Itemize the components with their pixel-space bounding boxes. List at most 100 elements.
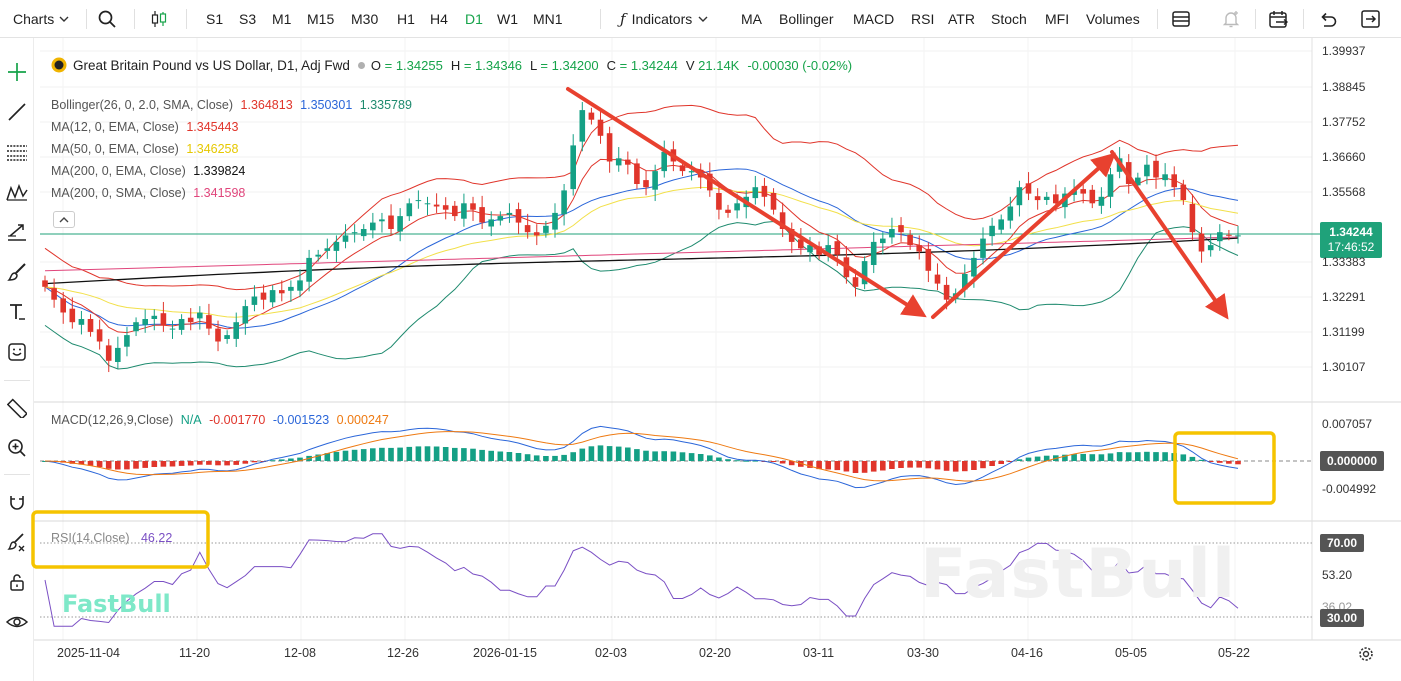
legend-label: MA(200, 0, SMA, Close) bbox=[51, 186, 186, 200]
layout-icon bbox=[1172, 10, 1190, 27]
zoom-tool[interactable] bbox=[5, 436, 29, 460]
candle-body bbox=[707, 173, 713, 191]
legend-rsi[interactable]: RSI(14,Close) 46.22 bbox=[51, 531, 176, 545]
legend-bollinger[interactable]: Bollinger(26, 0, 2.0, SMA, Close) 1.3648… bbox=[51, 98, 416, 112]
lock-tool[interactable] bbox=[5, 570, 29, 594]
rsi-axis-tick: 53.20 bbox=[1322, 568, 1353, 582]
magnet-tool[interactable] bbox=[5, 490, 29, 514]
charts-menu-button[interactable]: Charts bbox=[13, 0, 69, 38]
exit-button[interactable] bbox=[1360, 0, 1382, 38]
exit-icon bbox=[1361, 9, 1380, 28]
macd-histogram-bar bbox=[552, 455, 558, 461]
timeframe-mn1[interactable]: MN1 bbox=[533, 11, 563, 27]
visibility-tool[interactable] bbox=[5, 610, 29, 634]
macd-histogram-bar bbox=[962, 461, 968, 472]
rsi-label: RSI(14,Close) bbox=[51, 531, 130, 545]
ruler-tool[interactable] bbox=[5, 396, 29, 420]
macd-histogram-bar bbox=[315, 454, 321, 461]
timeframe-s1[interactable]: S1 bbox=[206, 11, 224, 27]
macd-histogram-bar bbox=[524, 454, 531, 461]
calendar-button[interactable] bbox=[1268, 0, 1290, 38]
alert-button[interactable] bbox=[1221, 0, 1241, 38]
indicator-atr[interactable]: ATR bbox=[948, 11, 975, 27]
legend-ma12-ema[interactable]: MA(12, 0, EMA, Close) 1.345443 bbox=[51, 120, 242, 134]
erase-drawings-tool[interactable] bbox=[5, 530, 29, 554]
legend-ma50-ema[interactable]: MA(50, 0, EMA, Close) 1.346258 bbox=[51, 142, 242, 156]
date-tick: 02-20 bbox=[699, 646, 731, 660]
macd-histogram-bar bbox=[898, 461, 904, 468]
candle-body bbox=[370, 222, 376, 231]
toolbar-divider bbox=[134, 9, 135, 29]
search-button[interactable] bbox=[97, 0, 117, 38]
price-axis-tick: 1.38845 bbox=[1322, 80, 1366, 94]
brush-tool[interactable] bbox=[5, 260, 29, 284]
indicators-button[interactable]: ƒ Indicators bbox=[620, 0, 708, 38]
layout-button[interactable] bbox=[1171, 0, 1191, 38]
macd-histogram-bar bbox=[889, 461, 895, 469]
chart-settings-button[interactable] bbox=[1358, 646, 1374, 667]
timeframe-m15[interactable]: M15 bbox=[307, 11, 335, 27]
crosshair-tool[interactable] bbox=[5, 60, 29, 84]
indicator-stoch[interactable]: Stoch bbox=[991, 11, 1027, 27]
macd-histogram-bar bbox=[105, 461, 112, 469]
legend-macd[interactable]: MACD(12,26,9,Close) N/A -0.001770 -0.001… bbox=[51, 413, 393, 427]
timeframe-s3[interactable]: S3 bbox=[239, 11, 257, 27]
undo-button[interactable] bbox=[1318, 0, 1338, 38]
timeframe-h1[interactable]: H1 bbox=[397, 11, 415, 27]
open-value: = 1.34255 bbox=[384, 57, 443, 73]
last-price-label: 1.34244 17:46:52 bbox=[1320, 222, 1382, 258]
ohlc-open: O = 1.34255 bbox=[371, 58, 443, 73]
candle-body bbox=[943, 284, 950, 300]
candle-body bbox=[461, 203, 467, 219]
macd-histogram-bar bbox=[670, 451, 677, 461]
candle-body bbox=[251, 296, 258, 305]
timeframe-m30[interactable]: M30 bbox=[351, 11, 379, 27]
candle-body bbox=[1053, 194, 1059, 204]
macd-line bbox=[44, 425, 1239, 489]
macd-histogram-bar bbox=[288, 458, 294, 461]
price-axis-tick: 1.36660 bbox=[1322, 150, 1366, 164]
macd-axis-tick: 0.007057 bbox=[1322, 417, 1373, 431]
indicator-rsi[interactable]: RSI bbox=[911, 11, 935, 27]
trendline-tool[interactable] bbox=[5, 100, 29, 124]
macd-histogram-bar bbox=[1153, 452, 1159, 461]
candle-body bbox=[78, 319, 85, 325]
candle-body bbox=[1217, 232, 1223, 242]
macd-histogram-bar bbox=[333, 451, 340, 461]
macd-histogram-bar bbox=[142, 461, 148, 468]
legend-ma200-ema[interactable]: MA(200, 0, EMA, Close) 1.339824 bbox=[51, 164, 249, 178]
macd-histogram-bar bbox=[934, 461, 941, 470]
close-value: = 1.34244 bbox=[619, 57, 678, 73]
fibonacci-tool[interactable] bbox=[5, 140, 29, 164]
indicator-macd[interactable]: MACD bbox=[853, 11, 895, 27]
collapse-legend-button[interactable] bbox=[53, 211, 75, 228]
candle-body bbox=[925, 248, 932, 271]
timeframe-w1[interactable]: W1 bbox=[497, 11, 518, 27]
timeframe-h4[interactable]: H4 bbox=[430, 11, 448, 27]
timeframe-d1[interactable]: D1 bbox=[465, 11, 483, 27]
indicator-mfi[interactable]: MFI bbox=[1045, 11, 1070, 27]
candle-body bbox=[825, 245, 831, 254]
legend-ma200-sma[interactable]: MA(200, 0, SMA, Close) 1.341598 bbox=[51, 186, 249, 200]
indicator-volumes[interactable]: Volumes bbox=[1086, 11, 1140, 27]
emoji-tool[interactable] bbox=[5, 340, 29, 364]
macd-histogram-bar bbox=[388, 447, 394, 461]
bollinger-middle-line bbox=[44, 168, 1239, 329]
calendar-arrow-icon bbox=[1269, 10, 1289, 28]
pattern-tool[interactable] bbox=[5, 180, 29, 204]
market-status-dot bbox=[357, 61, 365, 69]
indicator-bollinger[interactable]: Bollinger bbox=[779, 11, 834, 27]
indicator-ma[interactable]: MA bbox=[741, 11, 762, 27]
macd-histogram-bar bbox=[697, 454, 704, 461]
text-tool[interactable] bbox=[5, 300, 29, 324]
macd-histogram-bar bbox=[342, 450, 349, 461]
macd-histogram-bar bbox=[943, 461, 950, 471]
projection-tool[interactable] bbox=[5, 220, 29, 244]
chart-type-button[interactable] bbox=[149, 0, 169, 38]
candle-body bbox=[998, 219, 1004, 230]
macd-histogram-bar bbox=[215, 461, 221, 466]
macd-histogram-bar bbox=[470, 448, 476, 461]
macd-histogram-bar bbox=[1071, 454, 1077, 461]
timeframe-m1[interactable]: M1 bbox=[272, 11, 292, 27]
